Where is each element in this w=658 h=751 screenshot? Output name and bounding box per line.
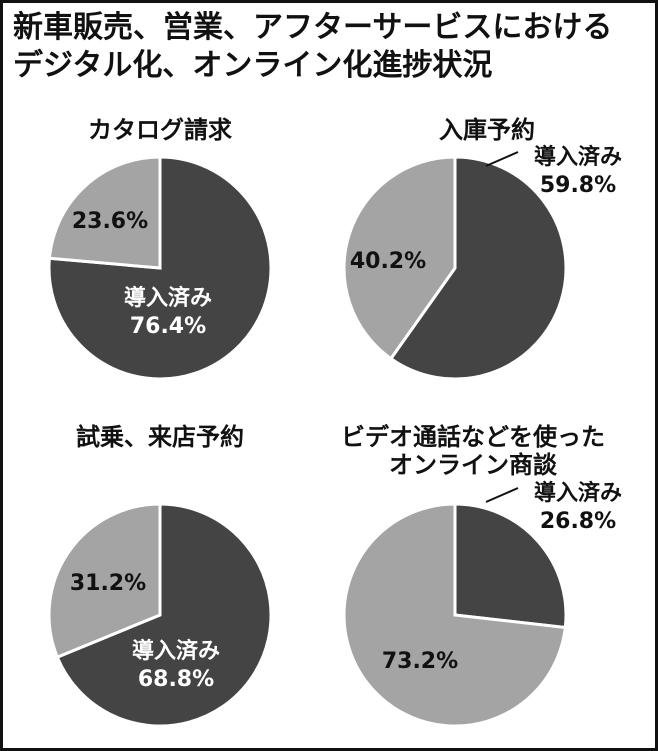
slice-value-label: 76.4% xyxy=(130,314,206,339)
slice-value-label: 26.8% xyxy=(540,509,616,534)
pie-outline xyxy=(48,503,272,727)
chart-title-line-2: オンライン商談 xyxy=(389,451,558,479)
figure-title-line-2: デジタル化、オンライン化進捗状況 xyxy=(13,48,493,83)
slice-label: 導入済み xyxy=(124,285,212,311)
chart-title: カタログ請求 xyxy=(88,116,232,144)
chart-title: 試乗、来店予約 xyxy=(76,423,244,451)
slice-value-label: 59.8% xyxy=(540,173,616,198)
pie-outline xyxy=(48,156,272,380)
leader-line xyxy=(485,151,519,167)
figure-title-line-1: 新車販売、営業、アフターサービスにおける xyxy=(13,10,613,45)
slice-value-label: 31.2% xyxy=(70,571,146,596)
pie-outline xyxy=(343,503,567,727)
chart-title-line-1: ビデオ通話などを使った xyxy=(341,423,605,451)
pie-outline xyxy=(343,156,567,380)
slice-label: 導入済み xyxy=(534,480,622,506)
slice-label: 導入済み xyxy=(132,638,220,664)
slice-value-label: 73.2% xyxy=(382,649,458,674)
leader-line xyxy=(485,487,519,503)
chart-title: 入庫予約 xyxy=(439,116,535,144)
figure-title: 新車販売、営業、アフターサービスにおける デジタル化、オンライン化進捗状況 xyxy=(13,9,612,85)
slice-value-label: 23.6% xyxy=(72,209,148,234)
slice-label: 導入済み xyxy=(534,144,622,170)
slice-value-label: 68.8% xyxy=(138,667,214,692)
slice-value-label: 40.2% xyxy=(350,249,426,274)
